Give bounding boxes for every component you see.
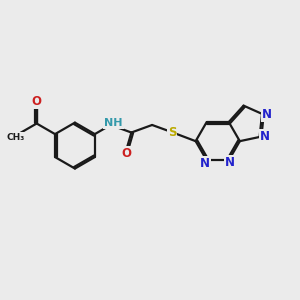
Text: CH₃: CH₃ <box>7 133 25 142</box>
Text: O: O <box>121 147 131 160</box>
Text: O: O <box>32 95 42 108</box>
Text: N: N <box>262 108 272 121</box>
Text: N: N <box>225 156 235 169</box>
Text: N: N <box>260 130 270 143</box>
Text: S: S <box>168 126 176 139</box>
Text: N: N <box>200 157 210 170</box>
Text: NH: NH <box>104 118 123 128</box>
